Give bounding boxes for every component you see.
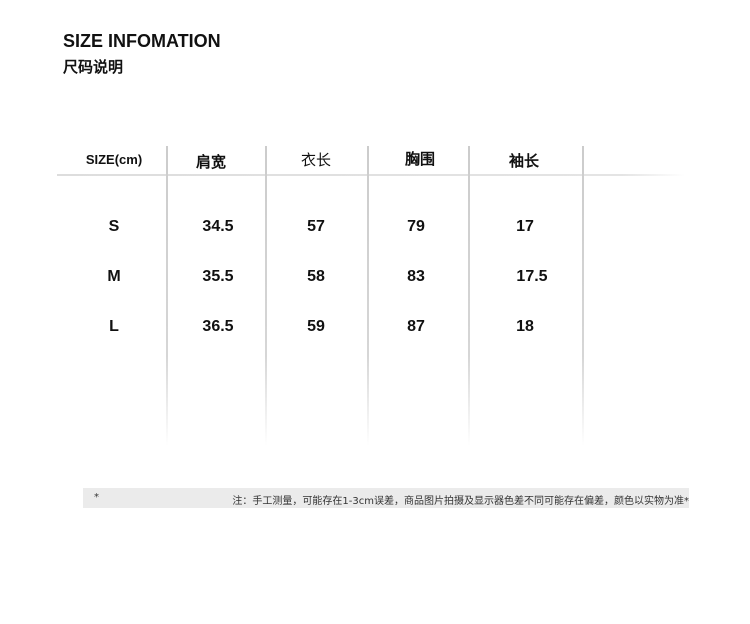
table-cell: 18 — [516, 318, 534, 335]
column-divider — [468, 146, 470, 446]
table-cell: 59 — [307, 318, 325, 335]
table-cell: 17.5 — [516, 268, 548, 285]
table-cell: 58 — [307, 268, 325, 285]
table-cell: 36.5 — [202, 318, 234, 335]
table-cell: 79 — [407, 218, 425, 235]
table-cell: 34.5 — [202, 218, 234, 235]
table-cell: 83 — [407, 268, 425, 285]
header-chest: 胸围 — [404, 150, 436, 168]
column-divider — [367, 146, 369, 446]
table-cell: L — [109, 318, 119, 335]
header-size: SIZE(cm) — [85, 152, 143, 167]
table-cell: 57 — [307, 218, 325, 235]
header-divider — [57, 174, 685, 176]
column-divider — [166, 146, 168, 446]
table-cell: 17 — [516, 218, 534, 235]
page-subtitle: 尺码说明 — [63, 58, 124, 76]
note-star: * — [94, 492, 99, 503]
column-divider — [582, 146, 584, 446]
table-cell: 87 — [407, 318, 425, 335]
table-cell: S — [108, 218, 120, 235]
note-bar: * 注：手工测量，可能存在1-3cm误差，商品图片拍摄及显示器色差不同可能存在偏… — [83, 488, 689, 508]
header-shoulder: 肩宽 — [195, 153, 227, 171]
note-text: 注：手工测量，可能存在1-3cm误差，商品图片拍摄及显示器色差不同可能存在偏差，… — [232, 496, 689, 507]
column-divider — [265, 146, 267, 446]
table-cell: 35.5 — [202, 268, 234, 285]
header-sleeve: 袖长 — [508, 152, 540, 170]
header-length: 衣长 — [300, 151, 332, 169]
table-cell: M — [107, 268, 121, 285]
page-title: SIZE INFOMATION — [63, 31, 221, 51]
